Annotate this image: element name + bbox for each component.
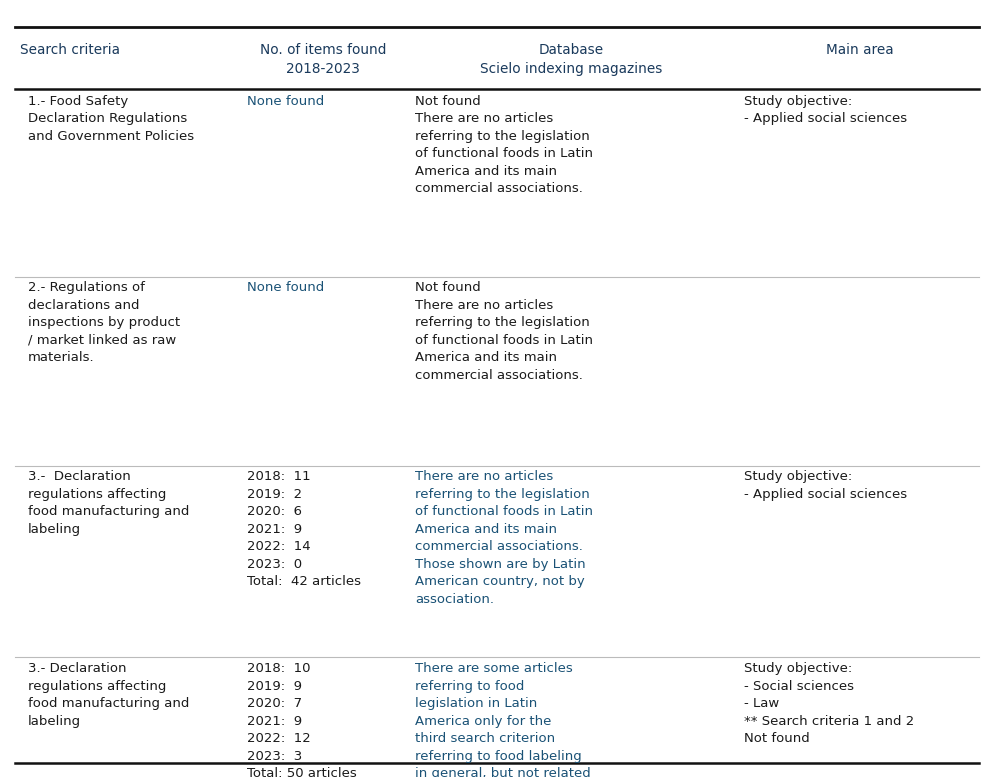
Text: 2.- Regulations of
declarations and
inspections by product
/ market linked as ra: 2.- Regulations of declarations and insp… [28,281,180,364]
Text: 2018:  11
2019:  2
2020:  6
2021:  9
2022:  14
2023:  0
Total:  42 articles: 2018: 11 2019: 2 2020: 6 2021: 9 2022: 1… [247,470,361,588]
Text: There are no articles
referring to the legislation
of functional foods in Latin
: There are no articles referring to the l… [415,470,593,605]
Text: Main area: Main area [826,43,894,57]
Text: 3.- Declaration
regulations affecting
food manufacturing and
labeling: 3.- Declaration regulations affecting fo… [28,662,189,727]
Text: Database
Scielo indexing magazines: Database Scielo indexing magazines [480,43,663,75]
Text: 3.-  Declaration
regulations affecting
food manufacturing and
labeling: 3.- Declaration regulations affecting fo… [28,470,189,535]
Text: None found: None found [247,281,324,294]
Text: Not found
There are no articles
referring to the legislation
of functional foods: Not found There are no articles referrin… [415,281,593,382]
Text: 1.- Food Safety
Declaration Regulations
and Government Policies: 1.- Food Safety Declaration Regulations … [28,95,194,143]
Text: None found: None found [247,95,324,108]
Text: Not found
There are no articles
referring to the legislation
of functional foods: Not found There are no articles referrin… [415,95,593,195]
Text: No. of items found
2018-2023: No. of items found 2018-2023 [259,43,387,75]
Text: Search criteria: Search criteria [20,43,120,57]
Text: 2018:  10
2019:  9
2020:  7
2021:  9
2022:  12
2023:  3
Total: 50 articles: 2018: 10 2019: 9 2020: 7 2021: 9 2022: 1… [247,662,356,777]
Text: Study objective:
- Social sciences
- Law
** Search criteria 1 and 2
Not found: Study objective: - Social sciences - Law… [744,662,913,745]
Text: Study objective:
- Applied social sciences: Study objective: - Applied social scienc… [744,470,907,500]
Text: There are some articles
referring to food
legislation in Latin
America only for : There are some articles referring to foo… [415,662,591,777]
Text: Study objective:
- Applied social sciences: Study objective: - Applied social scienc… [744,95,907,125]
